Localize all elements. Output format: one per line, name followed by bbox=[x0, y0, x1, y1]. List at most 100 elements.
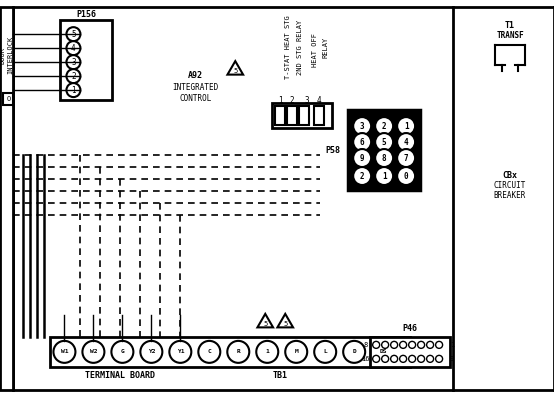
Text: 2: 2 bbox=[71, 71, 76, 81]
Text: 1: 1 bbox=[382, 171, 387, 181]
Bar bbox=[60, 20, 112, 100]
Text: 9: 9 bbox=[360, 154, 365, 162]
Circle shape bbox=[66, 69, 80, 83]
Text: 4: 4 bbox=[404, 137, 408, 147]
Text: W2: W2 bbox=[90, 349, 97, 354]
Circle shape bbox=[382, 341, 389, 348]
Text: RELAY: RELAY bbox=[322, 36, 328, 58]
Text: C: C bbox=[207, 349, 211, 354]
Circle shape bbox=[353, 117, 371, 135]
Text: 1: 1 bbox=[265, 349, 269, 354]
Text: 3: 3 bbox=[305, 96, 310, 105]
Circle shape bbox=[409, 341, 416, 348]
Circle shape bbox=[375, 149, 393, 167]
Text: 6: 6 bbox=[360, 137, 365, 147]
Text: M: M bbox=[294, 349, 298, 354]
Circle shape bbox=[66, 83, 80, 97]
Bar bbox=[370, 337, 450, 367]
Circle shape bbox=[399, 341, 407, 348]
Text: 2ND STG RELAY: 2ND STG RELAY bbox=[297, 19, 303, 75]
Text: 5: 5 bbox=[263, 321, 268, 327]
Text: 8: 8 bbox=[363, 342, 367, 348]
Text: 5: 5 bbox=[233, 68, 238, 74]
Circle shape bbox=[66, 55, 80, 69]
Text: T1: T1 bbox=[505, 21, 515, 30]
Bar bbox=[299, 106, 309, 125]
Circle shape bbox=[375, 167, 393, 185]
Text: DS: DS bbox=[379, 349, 387, 354]
Text: 5: 5 bbox=[71, 30, 76, 39]
Circle shape bbox=[435, 341, 443, 348]
Text: INTEGRATED: INTEGRATED bbox=[172, 83, 218, 92]
Circle shape bbox=[83, 341, 104, 363]
Text: 8: 8 bbox=[382, 154, 387, 162]
Text: O: O bbox=[6, 96, 11, 102]
Text: BREAKER: BREAKER bbox=[494, 190, 526, 199]
Text: D: D bbox=[352, 349, 356, 354]
Text: 1: 1 bbox=[71, 86, 76, 94]
Bar bbox=[3, 93, 13, 105]
Circle shape bbox=[373, 356, 379, 362]
Circle shape bbox=[227, 341, 249, 363]
Text: 3: 3 bbox=[360, 122, 365, 131]
Text: G: G bbox=[121, 349, 124, 354]
Circle shape bbox=[343, 341, 365, 363]
Text: 9: 9 bbox=[450, 356, 454, 362]
Circle shape bbox=[314, 341, 336, 363]
Circle shape bbox=[140, 341, 162, 363]
Circle shape bbox=[391, 356, 398, 362]
Text: 5: 5 bbox=[283, 321, 288, 327]
Text: Y1: Y1 bbox=[177, 349, 184, 354]
Text: P156: P156 bbox=[76, 9, 96, 19]
Circle shape bbox=[391, 341, 398, 348]
Text: TRANSF: TRANSF bbox=[496, 31, 524, 40]
Circle shape bbox=[372, 341, 394, 363]
Circle shape bbox=[409, 356, 416, 362]
Circle shape bbox=[375, 117, 393, 135]
Circle shape bbox=[66, 27, 80, 41]
Text: 1: 1 bbox=[404, 122, 408, 131]
Text: CBx: CBx bbox=[502, 171, 517, 179]
Text: HEAT OFF: HEAT OFF bbox=[312, 33, 318, 67]
Circle shape bbox=[418, 341, 424, 348]
Circle shape bbox=[257, 341, 278, 363]
Text: TERMINAL BOARD: TERMINAL BOARD bbox=[85, 371, 155, 380]
Text: Y2: Y2 bbox=[147, 349, 155, 354]
Text: DOOR
INTERLOCK: DOOR INTERLOCK bbox=[0, 36, 13, 74]
Text: CIRCUIT: CIRCUIT bbox=[494, 181, 526, 190]
Circle shape bbox=[111, 341, 134, 363]
Circle shape bbox=[353, 133, 371, 151]
Bar bbox=[1, 7, 13, 390]
Bar bbox=[348, 110, 420, 190]
Text: 16: 16 bbox=[361, 356, 370, 362]
Bar bbox=[287, 106, 297, 125]
Text: T-STAT HEAT STG: T-STAT HEAT STG bbox=[285, 15, 291, 79]
Circle shape bbox=[397, 117, 415, 135]
Text: 3: 3 bbox=[71, 58, 76, 67]
Bar bbox=[50, 337, 410, 367]
Text: W1: W1 bbox=[61, 349, 68, 354]
Circle shape bbox=[198, 341, 220, 363]
Circle shape bbox=[353, 167, 371, 185]
Text: R: R bbox=[237, 349, 240, 354]
Text: 4: 4 bbox=[317, 96, 321, 105]
Text: 2: 2 bbox=[382, 122, 387, 131]
Circle shape bbox=[53, 341, 75, 363]
Circle shape bbox=[427, 356, 434, 362]
Text: 4: 4 bbox=[71, 43, 76, 53]
Circle shape bbox=[418, 356, 424, 362]
Text: P46: P46 bbox=[403, 324, 418, 333]
Circle shape bbox=[399, 356, 407, 362]
Circle shape bbox=[397, 133, 415, 151]
Bar bbox=[275, 106, 285, 125]
Text: 2: 2 bbox=[360, 171, 365, 181]
Text: 1: 1 bbox=[278, 96, 283, 105]
Text: P58: P58 bbox=[326, 145, 341, 154]
Bar bbox=[13, 7, 453, 390]
Circle shape bbox=[353, 149, 371, 167]
Text: TB1: TB1 bbox=[273, 371, 288, 380]
Text: 2: 2 bbox=[290, 96, 295, 105]
Text: L: L bbox=[324, 349, 327, 354]
Circle shape bbox=[373, 341, 379, 348]
Text: A92: A92 bbox=[188, 71, 203, 80]
